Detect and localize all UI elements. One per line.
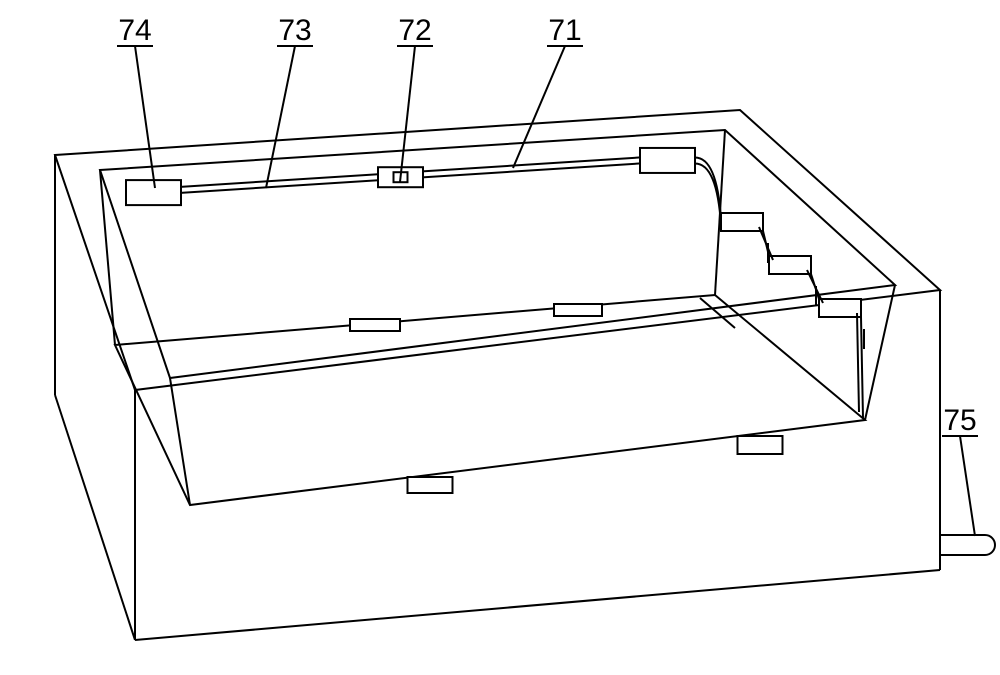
leader-75 <box>960 436 975 536</box>
node-back-right <box>640 148 695 173</box>
inner-floor <box>115 295 865 505</box>
node-frontwall-0 <box>738 436 783 454</box>
pipe-right-to-floor-b <box>861 317 863 418</box>
pipe-corner-back-right <box>695 157 721 225</box>
inner-corner-fr <box>865 285 895 420</box>
label-73: 73 <box>278 14 311 47</box>
pipe-right-to-floor-a <box>857 313 859 412</box>
node-rightwall-2 <box>819 299 861 317</box>
edge-bottom-left <box>55 395 135 640</box>
leader-71 <box>513 46 565 168</box>
node-floor-0 <box>350 319 400 331</box>
outer-top-rim <box>55 110 940 390</box>
label-72: 72 <box>398 14 431 47</box>
leader-73 <box>266 46 295 188</box>
floor-stub <box>700 298 735 328</box>
label-74: 74 <box>118 14 151 47</box>
node-rightwall-1 <box>769 256 811 274</box>
node-floor-1 <box>554 304 602 316</box>
technical-diagram: 71 72 73 74 75 <box>0 0 1000 675</box>
node-rightwall-0 <box>721 213 763 231</box>
edge-bottom-front <box>135 570 940 640</box>
label-71: 71 <box>548 14 581 47</box>
leader-72 <box>400 46 415 182</box>
node-frontwall-1 <box>408 477 453 493</box>
inner-corner-bl <box>100 170 115 345</box>
outlet-cap <box>985 535 995 555</box>
label-75: 75 <box>943 404 976 437</box>
